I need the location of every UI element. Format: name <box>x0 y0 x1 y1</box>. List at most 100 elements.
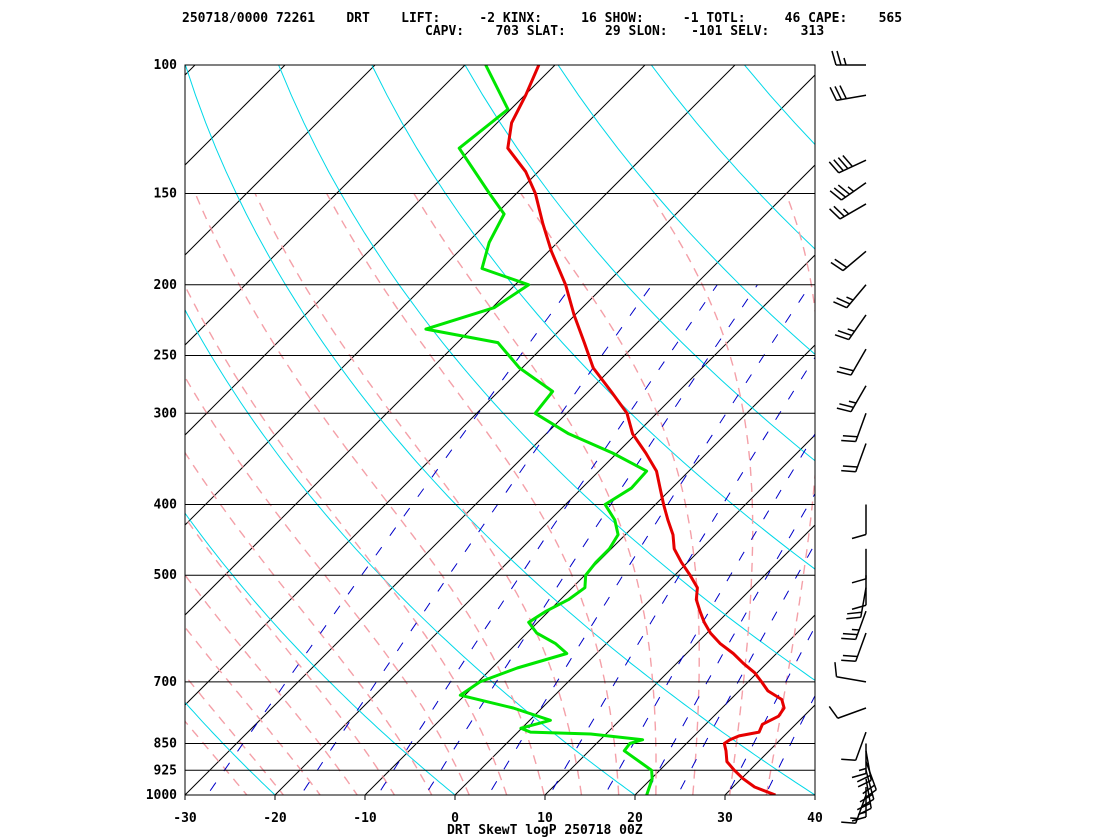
wind-barb <box>829 182 867 201</box>
mixing-ratio-line <box>487 284 811 795</box>
dry-adiabat-line <box>743 65 815 146</box>
isotherm-line <box>0 32 138 811</box>
isotherm-line <box>454 434 815 795</box>
wind-barb-half-flag <box>848 400 857 404</box>
moist-adiabat-line <box>326 193 620 795</box>
wind-barb <box>851 504 867 540</box>
dewpoint-profile-line <box>424 65 654 795</box>
wind-barb-flag <box>851 772 867 779</box>
wind-barb-flag <box>834 334 850 341</box>
isotherm-line <box>185 65 556 436</box>
wind-barb-flag <box>841 637 856 641</box>
isotherm-line <box>544 524 815 795</box>
wind-barb-flag <box>841 469 856 473</box>
header-line-1: 250718/0000 72261 DRT LIFT: -2 KINX: 16 … <box>182 11 902 26</box>
wind-barb-half-flag <box>851 628 860 631</box>
wind-barb-flag <box>842 154 853 167</box>
wind-barb-staff <box>836 675 867 683</box>
isotherm-line <box>185 65 646 526</box>
wind-barb-flag <box>833 187 846 198</box>
dry-adiabat-line <box>185 512 456 795</box>
moist-adiabat-line <box>185 573 359 795</box>
wind-barb-flag <box>857 779 872 788</box>
dry-adiabat-line <box>989 32 1120 811</box>
chart-title: DRT SkewT logP 250718 00Z <box>447 823 643 838</box>
dry-adiabat-line <box>808 32 1120 811</box>
wind-barb-flag <box>833 205 845 217</box>
wind-barb <box>841 610 867 641</box>
wind-barb-flag <box>851 816 867 822</box>
wind-barb <box>834 314 867 341</box>
wind-barb-flag <box>830 261 844 272</box>
dry-adiabat-line <box>899 32 1120 811</box>
wind-barb-flag <box>856 802 871 811</box>
wind-barb-flag <box>829 87 838 101</box>
pressure-tick-label: 925 <box>154 763 177 778</box>
dry-adiabat-line <box>0 32 109 811</box>
moist-adiabat-line <box>185 674 285 795</box>
isotherm-line <box>185 65 736 616</box>
wind-barbs <box>828 50 877 824</box>
wind-barb-staff <box>865 770 875 800</box>
moist-adiabat-line <box>648 193 754 795</box>
wind-barb-half-flag <box>846 296 854 301</box>
pressure-tick-label: 700 <box>154 675 178 690</box>
wind-barb-flag <box>837 329 852 337</box>
pressure-tick-label: 500 <box>154 568 178 583</box>
wind-barb-flag <box>836 407 852 413</box>
wind-barb-flag <box>834 662 838 677</box>
wind-barb <box>834 662 867 683</box>
wind-barb <box>829 203 867 220</box>
wind-barb-flag <box>842 632 858 636</box>
wind-barb-flag <box>857 807 872 816</box>
wind-barb-flag <box>837 184 851 195</box>
plot-frame <box>184 64 816 796</box>
pressure-tick-label: 1000 <box>146 788 177 803</box>
moist-adiabat-line <box>765 193 815 795</box>
wind-barb <box>841 632 867 662</box>
temperature-tick-label: 0 <box>451 811 459 826</box>
temperature-tick-label: 30 <box>717 811 733 826</box>
wind-barb-flag <box>862 784 875 795</box>
wind-barb <box>829 85 867 102</box>
header-line-2: CAPV: 703 SLAT: 29 SLON: -101 SELV: 313 <box>425 24 824 39</box>
isotherm-line <box>274 254 815 795</box>
moist-adiabat-line <box>413 193 657 795</box>
isotherm-line <box>185 74 815 706</box>
wind-barb-flag <box>828 161 840 174</box>
wind-barb-flag <box>842 465 858 468</box>
wind-barb-flag <box>841 758 856 762</box>
moist-adiabat-line <box>185 516 396 795</box>
wind-barb-flag <box>841 659 856 662</box>
temperature-tick-labels: -30 -20 -10 0 10 20 30 40 <box>173 795 823 826</box>
wind-barb-flag <box>829 208 841 220</box>
wind-barb-staff <box>837 707 867 719</box>
wind-barb-flag <box>831 50 837 66</box>
pressure-tick-label: 150 <box>154 187 178 202</box>
sounding-profiles <box>424 65 786 795</box>
wind-barb <box>828 706 867 719</box>
wind-barb <box>830 250 867 272</box>
mixing-ratio-line <box>604 433 815 795</box>
pressure-tick-label: 250 <box>154 348 178 363</box>
isotherm-line <box>0 32 48 811</box>
moist-adiabat-line <box>185 626 322 795</box>
mixing-ratio-line <box>644 492 815 795</box>
temperature-profile-line <box>506 65 786 795</box>
wind-barb-flag <box>851 604 867 610</box>
wind-barb-flag <box>839 85 847 100</box>
wind-barb-flag <box>846 616 861 620</box>
wind-barb <box>851 548 867 584</box>
wind-barb <box>836 348 867 376</box>
temperature-tick-label: -20 <box>263 811 287 826</box>
isotherm-line <box>185 65 376 256</box>
mixing-ratio-line <box>676 542 815 795</box>
wind-barb-flag <box>864 789 877 799</box>
isotherm-line <box>185 65 196 76</box>
moist-adiabat-line <box>185 451 433 795</box>
pressure-tick-label: 100 <box>154 58 178 73</box>
mixing-ratio-line <box>206 284 573 795</box>
wind-barb-flag <box>834 86 843 100</box>
wind-barb <box>859 770 875 808</box>
